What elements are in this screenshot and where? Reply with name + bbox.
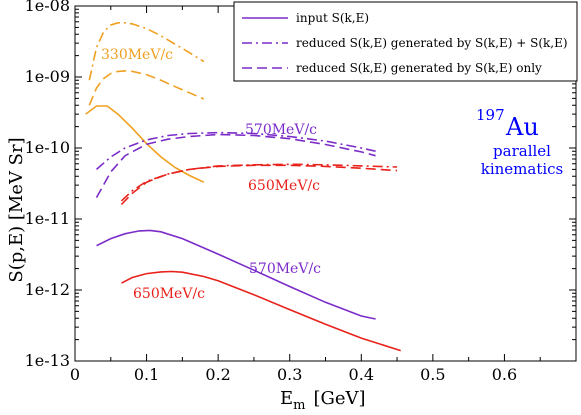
series-line-650mevc-solid-8 [121,270,401,352]
y-tick-label: 1e-08 [25,0,70,15]
legend-entry-dashdot: reduced S(k,E) generated by S(k,E) + S(k… [296,36,568,50]
series-line-650mevc-dashed-6 [120,164,398,206]
y-tick-label: 1e-13 [25,351,70,370]
label-650-bottom: 650MeV/c [133,286,205,302]
label-650-top: 650MeV/c [248,178,320,194]
y-tick-label: 1e-09 [25,67,70,86]
x-tick-label: 0.1 [134,365,159,384]
y-tick-label: 1e-10 [25,138,70,157]
y-tick-label: 1e-11 [25,209,70,228]
x-tick-label: 0.2 [205,365,230,384]
series-line-330mevc-dashdot-0 [88,21,205,81]
x-tick-label: 0.5 [420,365,445,384]
x-tick-label: 0 [70,365,80,384]
label-330: 330MeV/c [101,47,173,63]
kinematics-line-1: parallel [493,142,551,160]
series-line-330mevc-dashed-1 [88,70,205,106]
legend-entry-dashed: reduced S(k,E) generated by S(k,E) only [296,61,542,75]
legend-entry-solid: input S(k,E) [296,11,369,25]
x-tick-label: 0.4 [349,365,374,384]
x-tick-label: 0.6 [492,365,517,384]
label-570-bottom: 570MeV/c [249,261,321,277]
series-line-570mevc-dashed-4 [95,133,376,198]
legend: input S(k,E) reduced S(k,E) generated by … [233,1,578,82]
y-tick-label: 1e-12 [25,280,70,299]
kinematics-line-2: kinematics [481,160,564,178]
nucleus-symbol: Au [505,113,539,141]
x-axis-title: Em [GeV] [280,388,366,413]
legend-box [233,1,578,82]
label-570-top: 570MeV/c [245,122,317,138]
series-line-570mevc-solid-7 [96,229,376,320]
x-tick-label: 0.3 [277,365,302,384]
plot-area [85,21,401,352]
series-line-330mevc-solid-2 [85,105,205,183]
series-line-570mevc-dashdot-3 [95,131,376,171]
y-axis-title: S(p,E) [MeV Sr] [6,137,27,282]
nucleus-mass-number: 197 [476,106,505,124]
